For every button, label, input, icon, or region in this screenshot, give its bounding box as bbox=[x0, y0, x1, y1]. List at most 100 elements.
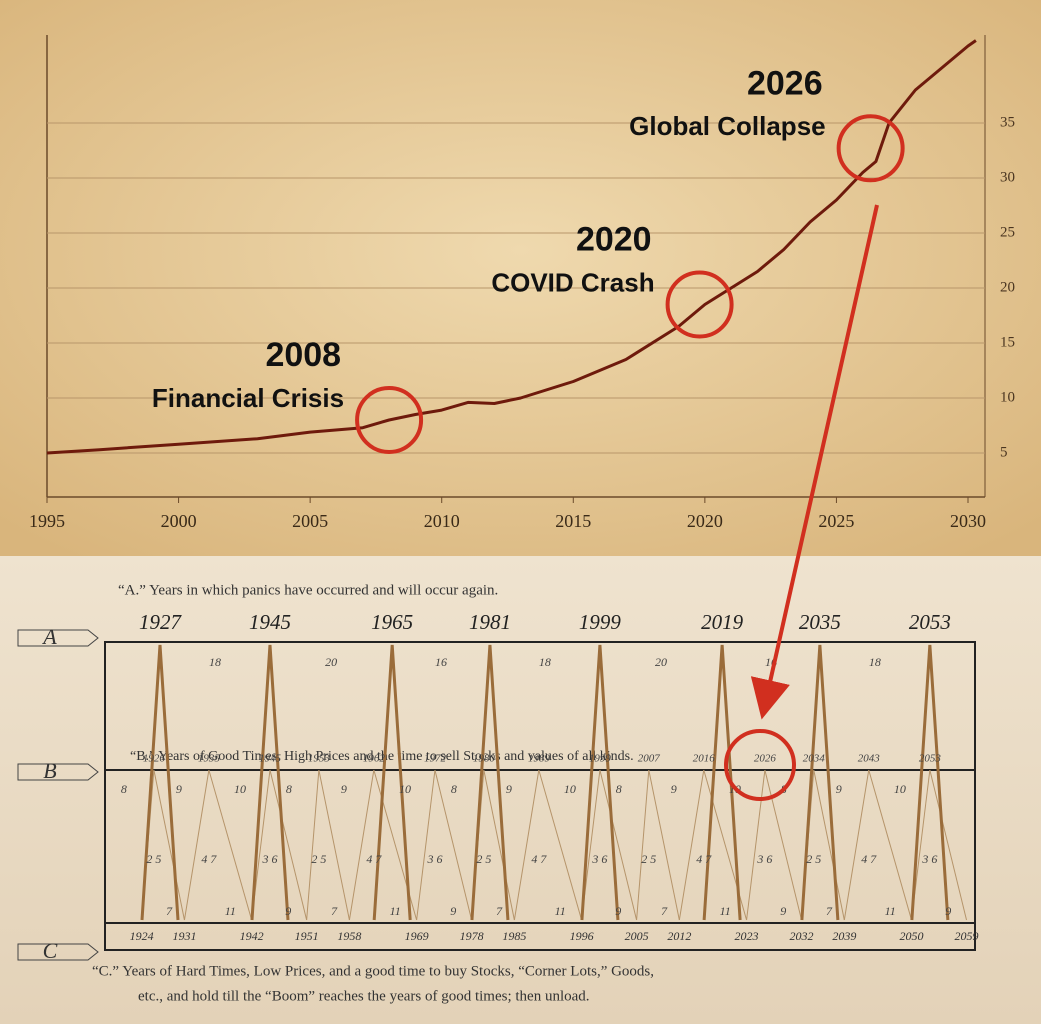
b-number: 11 bbox=[555, 904, 566, 918]
b-number: 7 bbox=[166, 904, 173, 918]
b-number: 4 7 bbox=[696, 852, 712, 866]
cycle-line bbox=[813, 769, 845, 921]
y-tick-label: 15 bbox=[1000, 334, 1015, 350]
b-number: 2 5 bbox=[146, 852, 161, 866]
a-interval: 18 bbox=[539, 655, 551, 669]
b-number: 10 bbox=[234, 782, 246, 796]
b-number: 10 bbox=[894, 782, 906, 796]
panic-peak bbox=[800, 644, 840, 921]
b-year: 1945 bbox=[259, 753, 282, 765]
b-number: 7 bbox=[826, 904, 833, 918]
b-number: 9 bbox=[450, 904, 456, 918]
y-tick-label: 10 bbox=[1000, 389, 1015, 405]
c-year: 2059 bbox=[955, 929, 979, 943]
frame bbox=[104, 641, 976, 951]
b-number: 7 bbox=[661, 904, 668, 918]
document-background bbox=[0, 556, 1041, 1024]
b-year: 1962 bbox=[363, 753, 386, 765]
marker-c: C bbox=[43, 938, 58, 963]
panic-peak bbox=[470, 644, 510, 921]
cycle-line bbox=[868, 769, 913, 921]
cycle-line bbox=[183, 769, 210, 921]
chart-background bbox=[0, 0, 1041, 556]
b-number: 4 7 bbox=[861, 852, 877, 866]
b-number: 3 6 bbox=[921, 852, 937, 866]
annotation-title: 2026 bbox=[747, 64, 823, 102]
cycle-line bbox=[434, 769, 473, 921]
b-number: 9 bbox=[671, 782, 677, 796]
annotation-circle bbox=[665, 270, 734, 339]
cycle-line bbox=[764, 769, 803, 921]
b-year: 1926 bbox=[143, 753, 166, 765]
b-number: 9 bbox=[285, 904, 291, 918]
x-tick-label: 2030 bbox=[950, 511, 986, 531]
hand-c: C bbox=[17, 938, 99, 963]
b-number: 9 bbox=[176, 782, 182, 796]
annotation-title: 2020 bbox=[576, 220, 652, 258]
c-year: 2039 bbox=[832, 929, 856, 943]
b-number: 9 bbox=[615, 904, 621, 918]
caption-c: “C.” Years of Hard Times, Low Prices, an… bbox=[92, 963, 654, 979]
caption-c: etc., and hold till the “Boom” reaches t… bbox=[138, 988, 590, 1004]
cycle-line bbox=[636, 769, 650, 921]
b-number: 11 bbox=[720, 904, 731, 918]
caption-a: “A.” Years in which panics have occurred… bbox=[118, 582, 498, 598]
b-number: 8 bbox=[451, 782, 457, 796]
a-year: 1981 bbox=[469, 610, 511, 634]
b-number: 10 bbox=[564, 782, 576, 796]
annotation-title: 2008 bbox=[265, 336, 341, 374]
c-year: 2050 bbox=[900, 929, 924, 943]
panic-peak bbox=[140, 644, 180, 921]
cycle-line bbox=[648, 769, 680, 921]
annotation-text: Global Collapse bbox=[629, 111, 826, 141]
y-tick-label: 25 bbox=[1000, 224, 1015, 240]
annotation-text: Financial Crisis bbox=[152, 383, 344, 413]
panic-peak bbox=[372, 644, 412, 921]
b-number: 11 bbox=[225, 904, 236, 918]
y-tick-label: 35 bbox=[1000, 114, 1015, 130]
x-tick-label: 2020 bbox=[687, 511, 723, 531]
y-tick-label: 5 bbox=[1000, 444, 1008, 460]
a-year: 2019 bbox=[701, 610, 744, 634]
a-interval: 18 bbox=[209, 655, 221, 669]
b-number: 11 bbox=[885, 904, 896, 918]
y-tick-label: 20 bbox=[1000, 279, 1015, 295]
x-tick-label: 1995 bbox=[29, 511, 65, 531]
cycle-line bbox=[538, 769, 583, 921]
annotation-circle bbox=[836, 114, 905, 183]
b-year: 1980 bbox=[473, 753, 496, 765]
annotation-circle bbox=[355, 386, 424, 454]
cycle-line bbox=[153, 769, 185, 921]
b-number: 3 6 bbox=[261, 852, 277, 866]
cycle-line bbox=[318, 769, 350, 921]
cycle-line bbox=[929, 769, 968, 921]
cycle-line bbox=[843, 769, 870, 921]
a-year: 1927 bbox=[139, 610, 183, 634]
b-number: 2 5 bbox=[641, 852, 656, 866]
b-number: 4 7 bbox=[366, 852, 382, 866]
y-tick-label: 30 bbox=[1000, 169, 1015, 185]
cycle-line bbox=[599, 769, 638, 921]
cycle-line bbox=[348, 769, 375, 921]
b-number: 8 bbox=[286, 782, 292, 796]
b-number: 3 6 bbox=[426, 852, 442, 866]
marker-a: A bbox=[41, 624, 57, 649]
a-interval: 16 bbox=[435, 655, 447, 669]
x-tick-label: 2010 bbox=[424, 511, 460, 531]
marker-b: B bbox=[43, 758, 56, 783]
cycle-line bbox=[269, 769, 308, 921]
b-number: 2 5 bbox=[476, 852, 491, 866]
panic-peak bbox=[250, 644, 290, 921]
c-year: 1942 bbox=[240, 929, 264, 943]
c-year: 1931 bbox=[172, 929, 196, 943]
c-year: 1924 bbox=[130, 929, 154, 943]
b-number: 9 bbox=[836, 782, 842, 796]
b-number: 2 5 bbox=[806, 852, 821, 866]
b-year: 1972 bbox=[424, 753, 447, 765]
a-year: 1965 bbox=[371, 610, 413, 634]
b-year: 1999 bbox=[589, 753, 612, 765]
b-number: 8 bbox=[121, 782, 127, 796]
b-number: 7 bbox=[496, 904, 503, 918]
b-year: 2043 bbox=[858, 753, 881, 765]
